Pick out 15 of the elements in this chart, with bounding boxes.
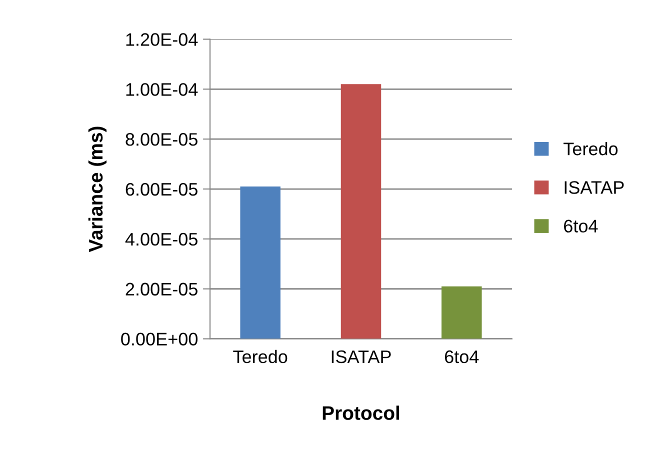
y-tick-label: 6.00E-05: [126, 182, 198, 196]
legend-label: ISATAP: [564, 181, 624, 194]
y-axis-title: Variance (ms): [88, 126, 107, 252]
x-tick-label: ISATAP: [332, 350, 391, 364]
y-tick-label: 8.00E-05: [126, 133, 198, 146]
x-tick-label: 6to4: [444, 350, 479, 364]
legend-label: Teredo: [564, 142, 618, 156]
y-tick-label: 2.00E-05: [126, 282, 198, 296]
x-axis-title: Protocol: [322, 406, 400, 420]
x-tick-label: Teredo: [233, 350, 288, 364]
y-tick-label: 1.20E-04: [126, 33, 198, 46]
y-tick-label: 0.00E+00: [121, 332, 198, 346]
y-tick-label: 4.00E-05: [125, 232, 198, 246]
legend-label: 6to4: [564, 220, 598, 232]
y-tick-label: 1.00E-04: [126, 83, 198, 96]
